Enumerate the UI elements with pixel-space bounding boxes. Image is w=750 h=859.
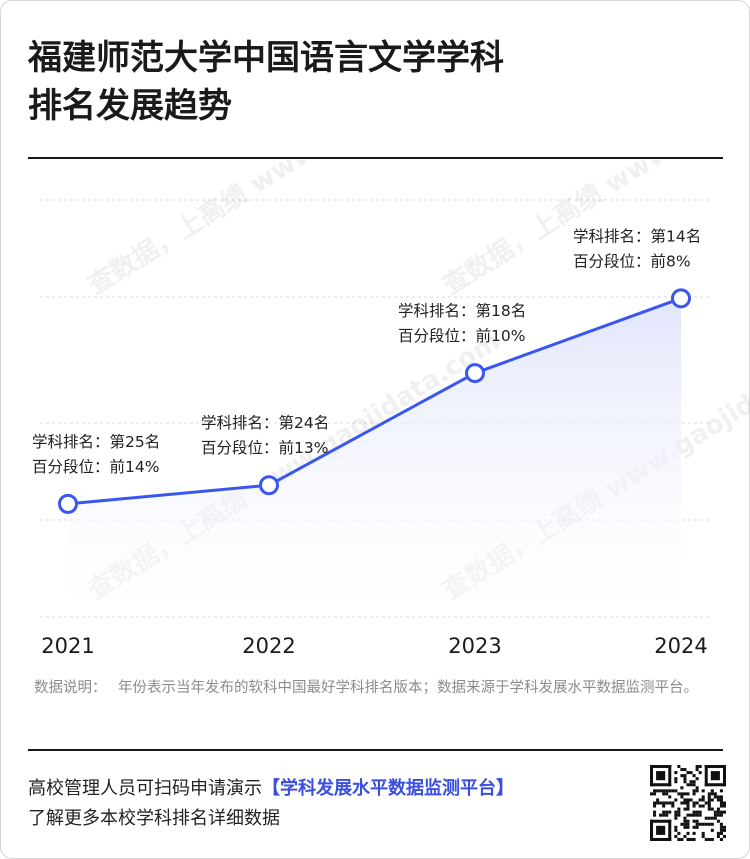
x-tick-label: 2024 [654, 634, 707, 658]
data-note: 数据说明： 年份表示当年发布的软科中国最好学科排名版本；数据来源于学科发展水平数… [34, 675, 724, 701]
percent-label: 百分段位：前13% [201, 439, 328, 457]
data-point-2024[interactable] [671, 288, 691, 309]
ranking-label: 学科排名：第14名 [573, 227, 701, 245]
data-point-2022[interactable] [259, 475, 279, 496]
data-point-2023[interactable] [465, 363, 485, 384]
title-divider [28, 157, 723, 159]
x-tick-label: 2023 [448, 634, 501, 658]
series-polyline [67, 296, 682, 506]
title-line-2: 排名发展趋势 [28, 86, 232, 126]
note-text: 年份表示当年发布的软科中国最好学科排名版本；数据来源于学科发展水平数据监测平台。 [118, 680, 698, 696]
footer-prefix: 高校管理人员可扫码申请演示 [28, 778, 262, 799]
title-line-1: 福建师范大学中国语言文学学科 [28, 38, 504, 78]
footer-line-1: 高校管理人员可扫码申请演示【学科发展水平数据监测平台】 [28, 774, 628, 804]
x-axis: 2021 2022 2023 2024 [41, 634, 707, 658]
area-shape [68, 298, 681, 616]
platform-link[interactable]: 【学科发展水平数据监测平台】 [262, 778, 514, 799]
ranking-label: 学科排名：第24名 [201, 414, 329, 432]
footer-line-2: 了解更多本校学科排名详细数据 [28, 808, 280, 829]
percent-label: 百分段位：前10% [398, 327, 525, 345]
percent-label: 百分段位：前14% [32, 458, 159, 476]
x-tick-label: 2021 [41, 634, 94, 658]
x-tick-label: 2022 [242, 634, 295, 658]
note-label: 数据说明： [34, 680, 107, 696]
footer-text: 高校管理人员可扫码申请演示【学科发展水平数据监测平台】 了解更多本校学科排名详细… [28, 774, 628, 834]
qr-code-icon[interactable] [650, 765, 726, 841]
ranking-label: 学科排名：第18名 [398, 302, 526, 320]
series-line [67, 296, 682, 506]
data-points [58, 288, 691, 514]
ranking-label: 学科排名：第25名 [32, 433, 160, 451]
area-fill [68, 298, 681, 616]
percent-label: 百分段位：前8% [573, 252, 691, 270]
chart-title: 福建师范大学中国语言文学学科 排名发展趋势 [28, 34, 668, 130]
footer-divider [28, 749, 723, 751]
data-point-2021[interactable] [58, 493, 78, 514]
